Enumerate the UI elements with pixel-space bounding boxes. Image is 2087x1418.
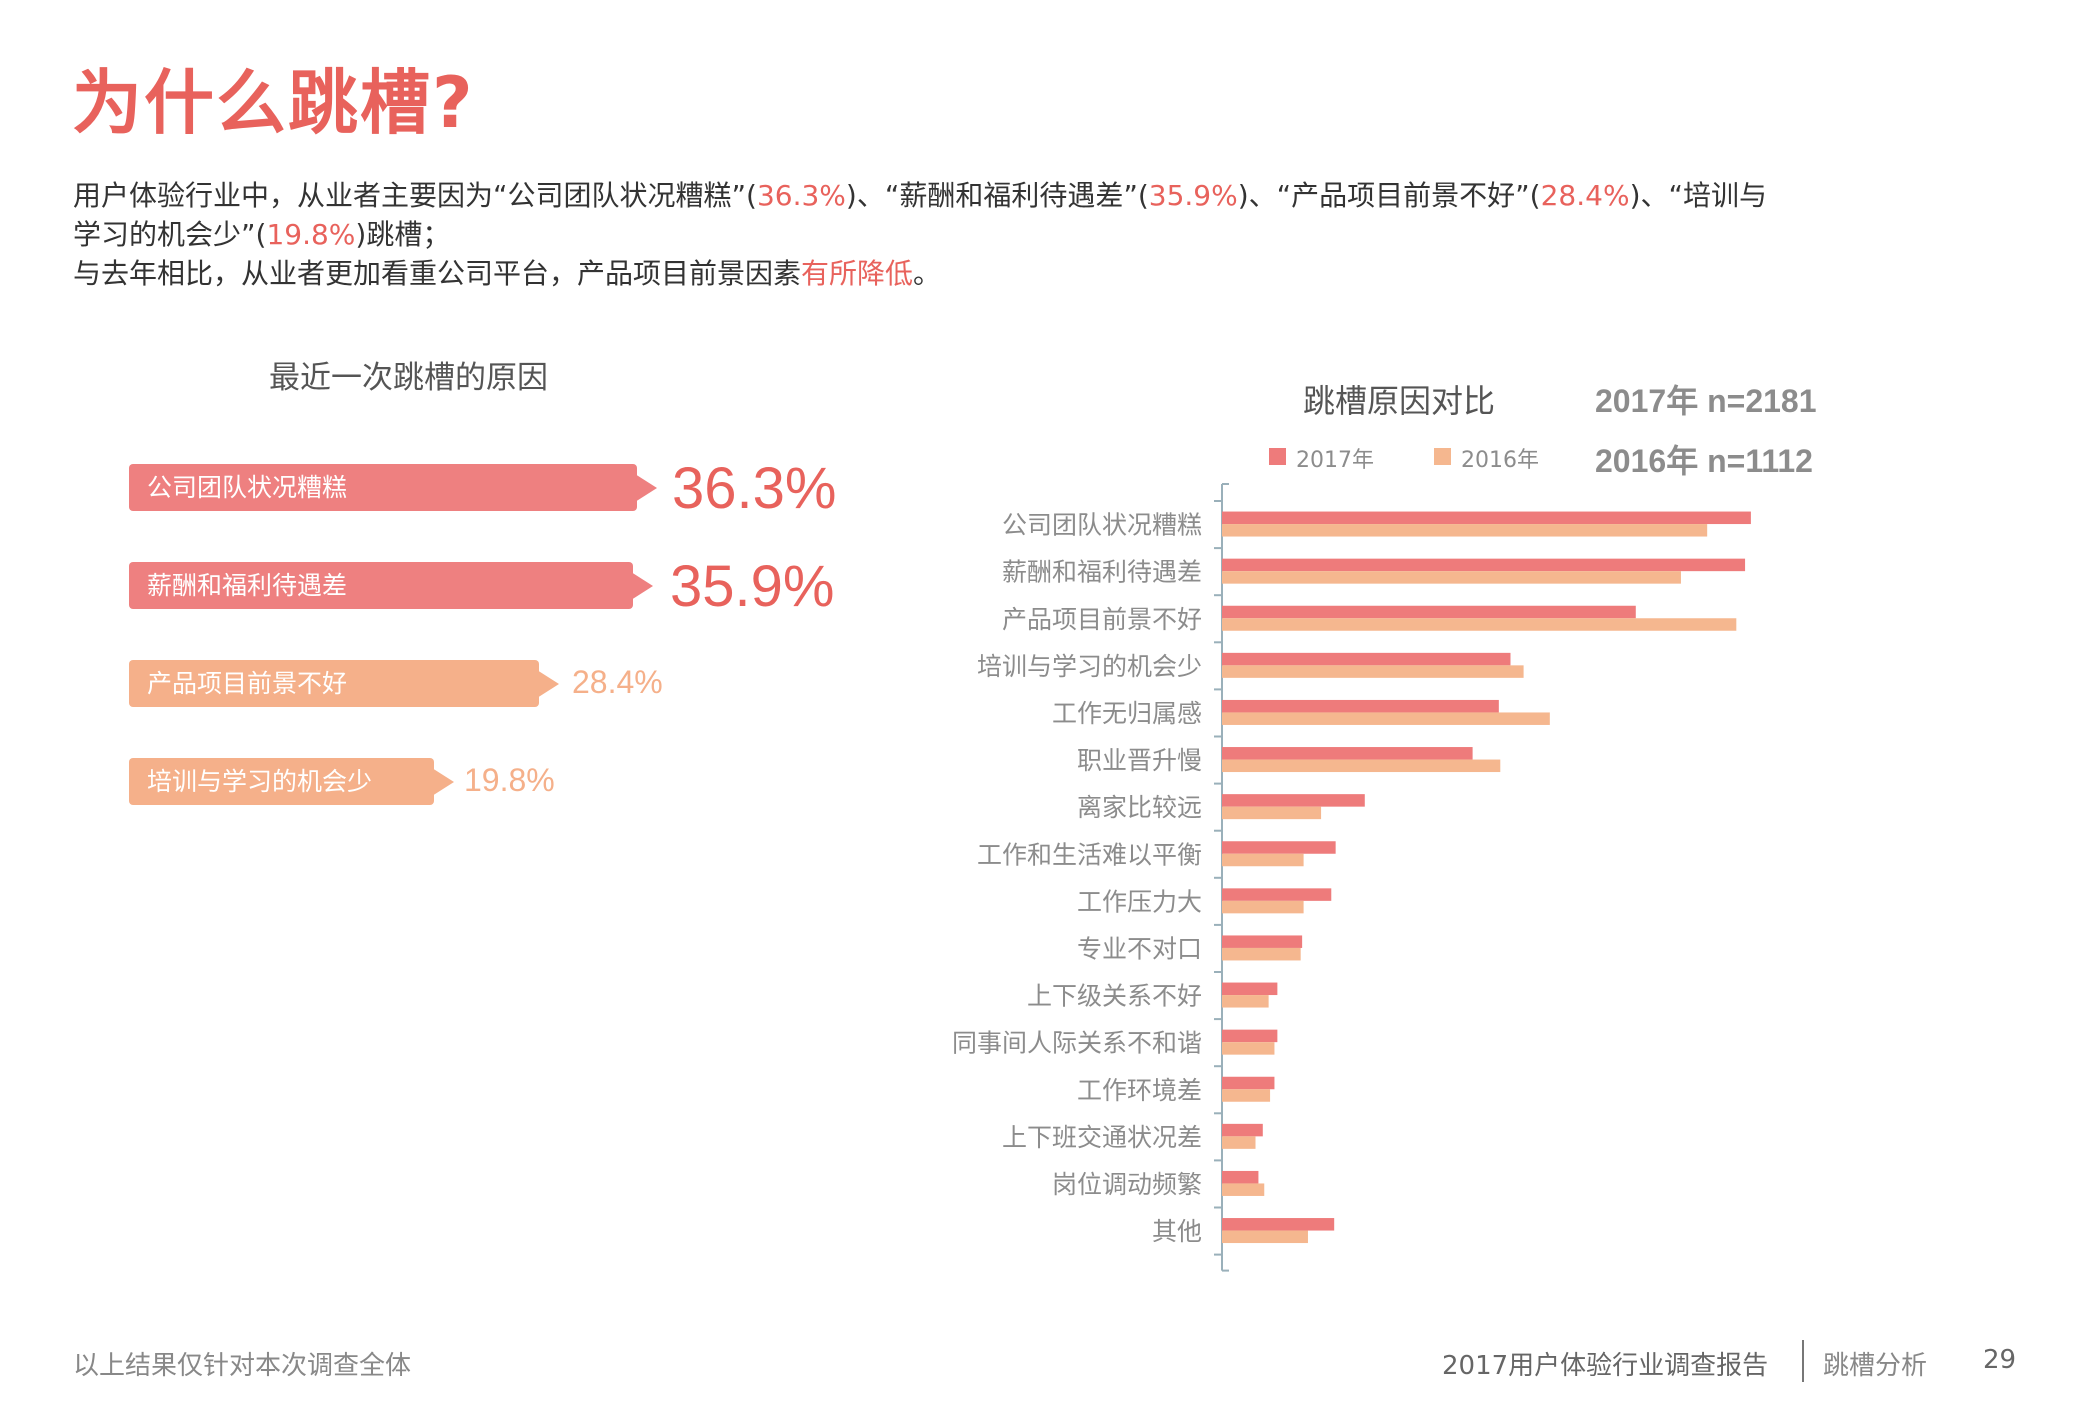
bar-2017 [1222,652,1511,666]
legend-swatch-2016 [1434,448,1451,465]
category-label: 培训与学习的机会少 [977,652,1202,681]
category-label: 公司团队状况糟糕 [1002,511,1202,540]
summary-text: )、“薪酬和福利待遇差”( [845,179,1149,212]
category-label: 同事间人际关系不和谐 [952,1029,1202,1058]
sample-size-2016: 2016年 n=1112 [1595,443,1813,479]
bar-2017 [1222,794,1365,807]
bar-2017 [1222,888,1332,901]
bar-2017 [1222,1218,1335,1231]
bar-2016 [1222,900,1304,914]
category-label: 工作无归属感 [1052,699,1202,728]
category-label: 专业不对口 [1077,934,1202,963]
bar-2017 [1222,1123,1263,1137]
bar-2017 [1222,1029,1278,1043]
summary-highlight: 36.3% [756,179,846,212]
footer-section: 跳槽分析 [1823,1351,1928,1381]
summary-text: )跳槽； [355,218,451,251]
category-label: 上下班交通状况差 [1002,1123,1202,1152]
callout-arrow [537,669,559,698]
summary-text: )、“培训与 [1629,179,1767,212]
summary-text: 用户体验行业中，从业者主要因为“公司团队状况糟糕”( [73,179,757,212]
bar-2016 [1222,712,1550,725]
category-label: 离家比较远 [1077,793,1202,822]
category-label: 工作环境差 [1077,1076,1202,1105]
category-label: 工作和生活难以平衡 [977,840,1202,869]
summary-highlight: 35.9% [1148,179,1238,212]
callout-arrow [635,473,657,502]
callout-arrow [631,571,653,600]
bar-2017 [1222,699,1499,713]
category-label: 上下级关系不好 [1027,982,1202,1011]
category-label: 薪酬和福利待遇差 [1002,558,1202,587]
callout-value: 19.8% [464,762,555,798]
footer-divider [1802,1340,1804,1382]
legend-swatch-2017 [1269,448,1286,465]
footer-note: 以上结果仅针对本次调查全体 [73,1351,412,1381]
bar-2016 [1222,1230,1308,1244]
bar-2017 [1222,1170,1259,1184]
bar-2017 [1222,747,1473,760]
category-label: 岗位调动频繁 [1052,1170,1202,1199]
chart-title: 跳槽原因对比 [1303,382,1496,420]
callout-label: 公司团队状况糟糕 [147,473,348,502]
category-label: 产品项目前景不好 [1002,605,1202,634]
summary-text: 学习的机会少”( [73,218,267,251]
callout-bar: 产品项目前景不好 [129,660,559,707]
callout-value: 28.4% [572,664,663,700]
callout-label: 培训与学习的机会少 [147,767,373,796]
bar-2017 [1222,982,1278,996]
bar-2017 [1222,841,1336,854]
bar-2016 [1222,806,1322,820]
summary-line-2: 学习的机会少”(19.8%)跳槽； [73,215,450,254]
summary-line-3: 与去年相比，从业者更加看重公司平台，产品项目前景因素有所降低。 [73,254,941,293]
page-number: 29 [1983,1345,2017,1375]
sample-size-2017: 2017年 n=2181 [1595,383,1817,419]
callout-bar: 公司团队状况糟糕 [129,464,657,511]
bar-2016 [1222,571,1681,584]
bar-2016 [1222,1042,1275,1055]
legend-label-2016: 2016年 [1461,448,1539,473]
bar-2016 [1222,1089,1271,1102]
bar-2017 [1222,605,1636,619]
bar-2017 [1222,511,1751,525]
left-panel-title: 最近一次跳槽的原因 [269,360,548,396]
page-title: 为什么跳槽? [72,62,475,144]
callout-value: 35.9% [670,554,835,619]
footer-report-title: 2017用户体验行业调查报告 [1442,1351,1769,1381]
bar-2016 [1222,947,1301,961]
callout-label: 薪酬和福利待遇差 [147,571,348,600]
category-label: 工作压力大 [1077,887,1202,916]
bar-2017 [1222,558,1746,572]
bar-2016 [1222,1183,1265,1196]
bar-2016 [1222,524,1708,537]
callout-value: 36.3% [672,456,837,521]
bar-2016 [1222,995,1269,1008]
bar-2016 [1222,853,1304,867]
bar-2016 [1222,759,1501,773]
bar-2017 [1222,935,1303,948]
bar-2017 [1222,1076,1275,1090]
bar-2016 [1222,1136,1256,1149]
summary-highlight: 有所降低 [801,257,914,290]
legend-label-2017: 2017年 [1296,448,1374,473]
bar-2016 [1222,618,1737,631]
summary-highlight: 28.4% [1540,179,1630,212]
callout-arrow [432,767,454,796]
summary-text: 与去年相比，从业者更加看重公司平台，产品项目前景因素 [73,257,802,290]
summary-text: 。 [913,257,942,290]
callout-bar: 薪酬和福利待遇差 [129,562,653,609]
bar-2016 [1222,665,1524,678]
summary-highlight: 19.8% [266,218,356,251]
category-label: 其他 [1152,1217,1202,1246]
callout-bar: 培训与学习的机会少 [129,758,454,805]
summary-line-1: 用户体验行业中，从业者主要因为“公司团队状况糟糕”(36.3%)、“薪酬和福利待… [73,176,1767,215]
bar-chart: 公司团队状况糟糕薪酬和福利待遇差产品项目前景不好培训与学习的机会少工作无归属感职… [952,483,1751,1272]
callout-label: 产品项目前景不好 [147,669,348,698]
summary-text: )、“产品项目前景不好”( [1237,179,1541,212]
category-label: 职业晋升慢 [1077,746,1202,775]
